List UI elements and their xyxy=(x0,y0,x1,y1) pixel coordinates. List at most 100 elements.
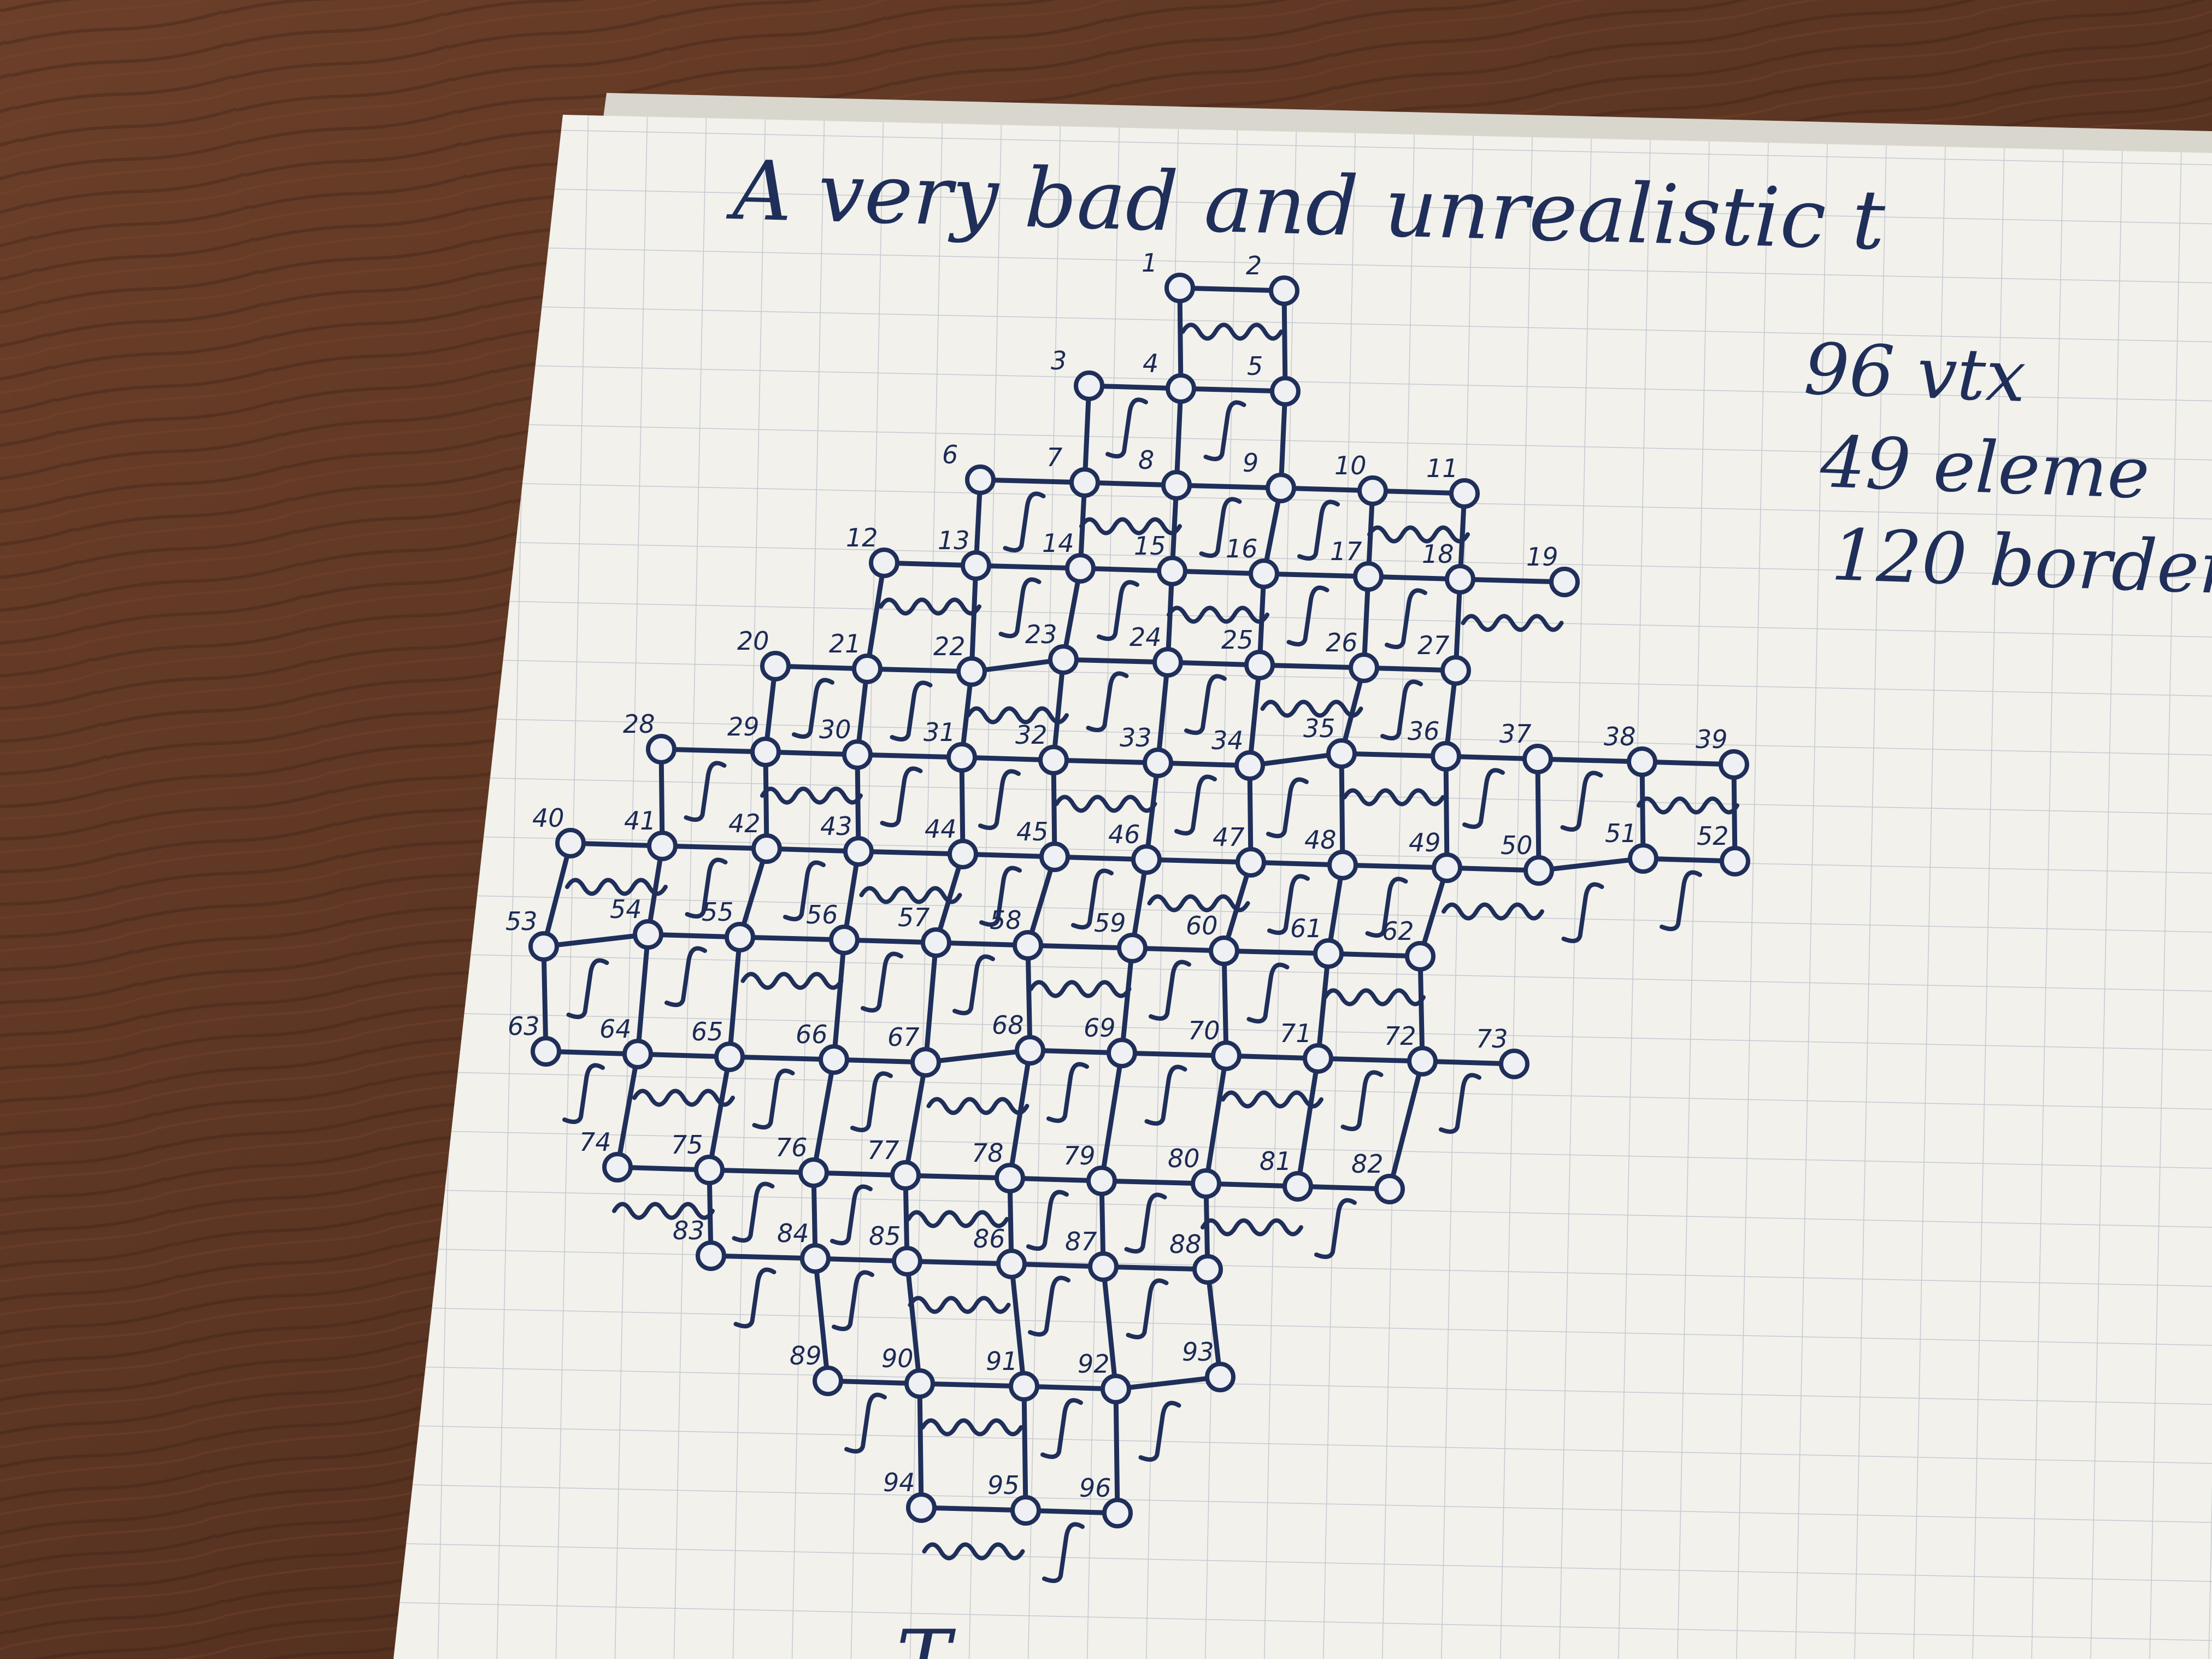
mesh-edge xyxy=(1387,1058,1425,1192)
vertex-node xyxy=(1374,1174,1405,1204)
mesh-edge xyxy=(541,932,651,949)
vertex-node xyxy=(948,839,978,869)
element-mark xyxy=(685,857,728,919)
mesh-edge xyxy=(1315,1056,1425,1064)
element-mark xyxy=(1439,1073,1481,1134)
element-mark xyxy=(1342,788,1445,807)
vertex-node xyxy=(1048,644,1079,675)
vertex-label: 19 xyxy=(1526,542,1558,572)
vertex-node xyxy=(528,931,559,962)
vertex-label: 95 xyxy=(987,1470,1020,1500)
vertex-label: 33 xyxy=(1120,723,1152,752)
vertex-label: 14 xyxy=(1042,528,1074,558)
vertex-label: 83 xyxy=(673,1216,705,1245)
mesh-edge xyxy=(881,560,979,568)
mesh-edge xyxy=(959,755,1056,763)
vertex-node xyxy=(646,734,676,764)
mesh-edge xyxy=(543,1049,640,1057)
vertex-node xyxy=(1720,846,1750,876)
mesh-edge xyxy=(737,846,769,940)
vertex-label: 60 xyxy=(1186,911,1218,940)
vertex-node xyxy=(760,651,791,681)
bottom-fragment: T xyxy=(896,1613,956,1659)
mesh-edge xyxy=(969,657,1066,674)
mesh-edge xyxy=(1113,1386,1120,1516)
mesh-edge xyxy=(1535,756,1542,873)
vertex-label: 73 xyxy=(1476,1024,1508,1054)
mesh-edge xyxy=(1027,1048,1125,1056)
mesh-edge xyxy=(856,849,966,857)
mesh-edge xyxy=(658,746,665,849)
vertex-label: 88 xyxy=(1169,1229,1202,1259)
mesh-edge xyxy=(1082,480,1179,488)
element-mark xyxy=(1138,1401,1181,1462)
mesh-edge xyxy=(1009,1261,1027,1389)
element-mark xyxy=(1003,491,1046,552)
mesh-edge xyxy=(1155,760,1252,768)
vertex-node xyxy=(843,836,874,867)
vertex-label: 42 xyxy=(728,809,761,838)
mesh-edge xyxy=(1165,660,1262,668)
element-mark xyxy=(1365,876,1408,938)
vertex-node xyxy=(1522,744,1553,774)
mesh-edge xyxy=(615,1051,640,1170)
mesh-edge xyxy=(541,840,573,949)
mesh-edge xyxy=(1155,660,1170,766)
vertex-label: 43 xyxy=(820,811,852,841)
element-mark xyxy=(1267,874,1310,935)
vertex-node xyxy=(1440,655,1471,686)
mesh-edge xyxy=(831,1057,928,1065)
vertex-node xyxy=(1209,936,1239,966)
vertex-node xyxy=(1101,1374,1131,1404)
mesh-edge xyxy=(1340,862,1450,870)
mesh-edge xyxy=(1177,285,1287,293)
mesh-edge xyxy=(864,560,887,672)
vertex-node xyxy=(750,737,781,767)
element-mark xyxy=(612,1202,715,1220)
mesh-edge xyxy=(903,1173,1013,1181)
vertex-node xyxy=(1357,475,1388,506)
mesh-edge xyxy=(1247,662,1262,768)
vertex-label: 8 xyxy=(1138,445,1154,475)
element-mark xyxy=(684,761,727,822)
mesh-edge xyxy=(1535,756,1645,764)
element-mark xyxy=(1079,517,1182,536)
mesh-edge xyxy=(1174,386,1184,488)
mesh-edge xyxy=(737,934,847,943)
vertex-label: 72 xyxy=(1384,1021,1416,1051)
vertex-node xyxy=(694,1155,725,1185)
vertex-label: 34 xyxy=(1211,726,1244,755)
element-mark xyxy=(760,786,863,805)
vertex-node xyxy=(1009,1371,1039,1402)
mesh-edge xyxy=(1061,566,1083,662)
element-mark xyxy=(1340,1070,1384,1131)
vertex-label: 29 xyxy=(727,712,760,742)
mesh-edge xyxy=(1417,954,1425,1064)
vertex-label: 71 xyxy=(1280,1019,1312,1048)
vertex-node xyxy=(1313,938,1344,969)
vertex-node xyxy=(1131,844,1162,875)
element-mark xyxy=(1314,1198,1357,1259)
vertex-node xyxy=(1107,1038,1137,1068)
element-mark xyxy=(1124,1192,1167,1254)
vertex-node xyxy=(800,1243,831,1274)
element-mark xyxy=(1086,671,1129,732)
mesh-edge xyxy=(1203,1181,1301,1189)
element-mark xyxy=(1221,1090,1323,1109)
vertex-label: 76 xyxy=(775,1133,808,1162)
vertex-node xyxy=(798,1157,829,1188)
mesh-edge xyxy=(645,932,743,940)
mesh-edge xyxy=(1366,574,1463,582)
element-mark xyxy=(1054,795,1157,813)
element-mark xyxy=(952,954,995,1015)
mesh-edges xyxy=(541,285,1738,1516)
vertex-label: 64 xyxy=(599,1014,632,1044)
element-mark xyxy=(732,1181,775,1243)
element-mark xyxy=(1144,1064,1187,1126)
vertex-label: 96 xyxy=(1079,1473,1111,1503)
element-mark xyxy=(1367,525,1470,544)
vertex-node xyxy=(647,831,678,861)
vertex-label: 55 xyxy=(702,897,734,927)
mesh-edge xyxy=(1223,1053,1321,1061)
